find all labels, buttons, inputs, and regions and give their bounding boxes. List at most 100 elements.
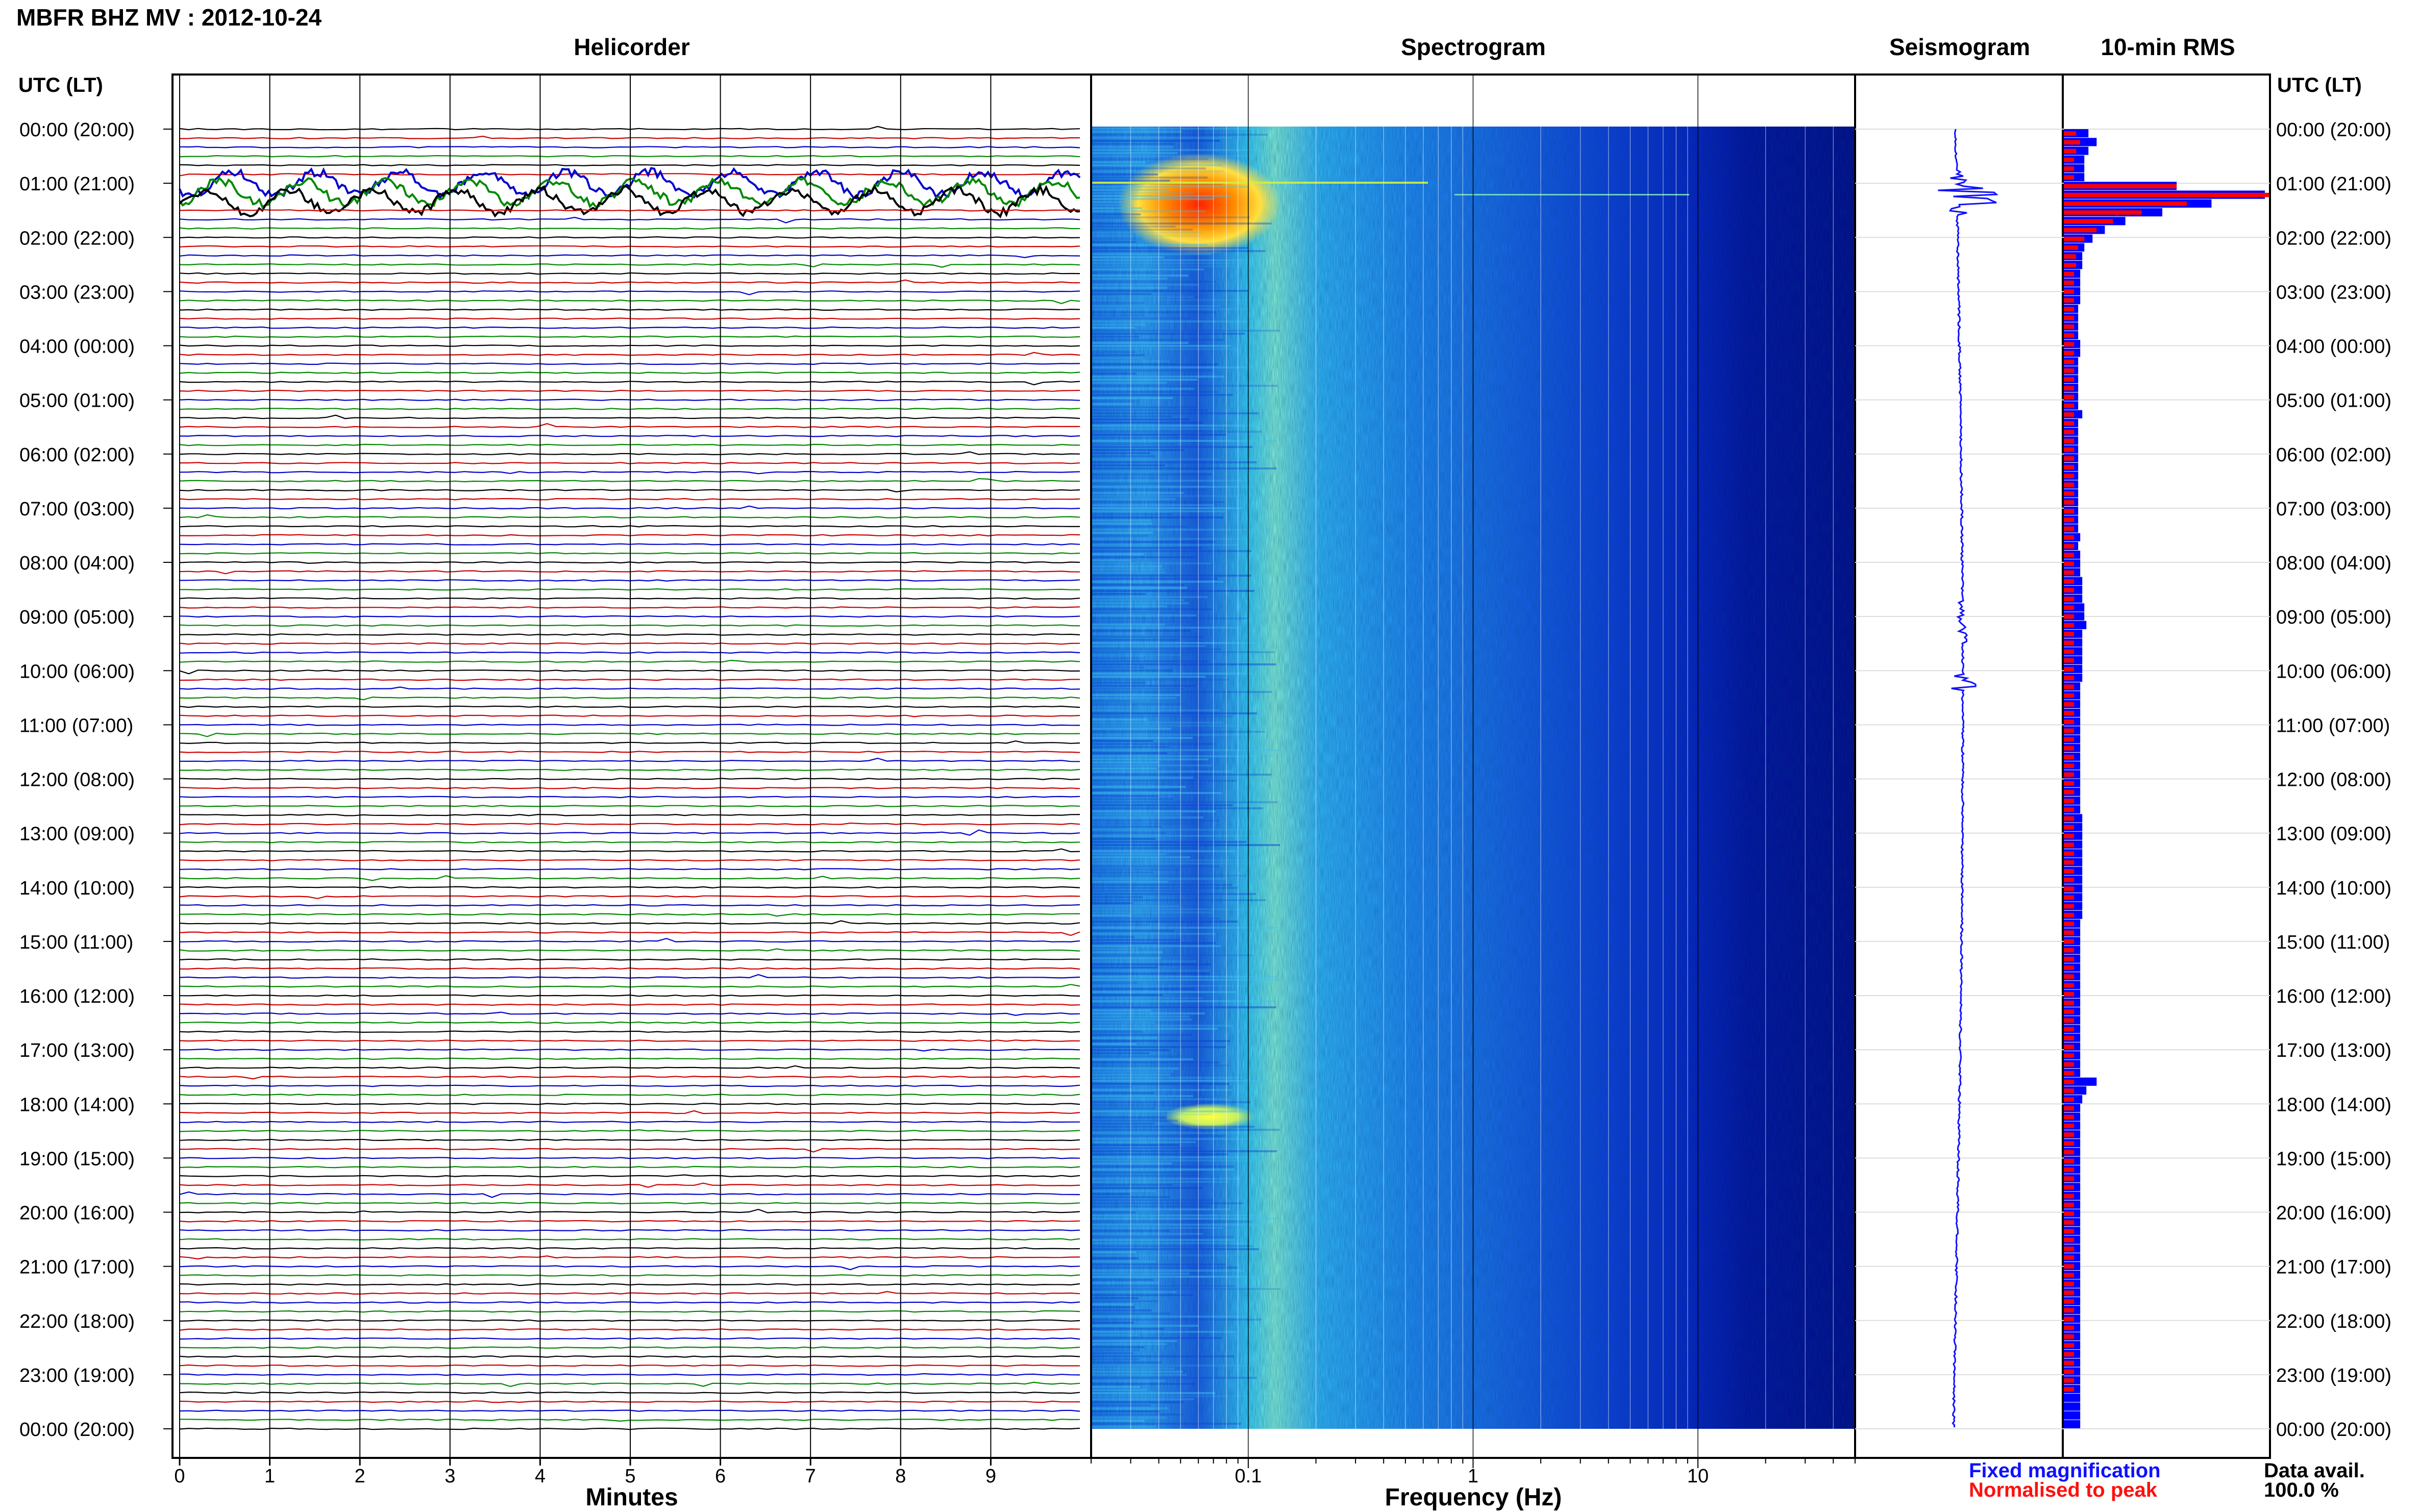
rms-bar-normalised <box>2064 421 2075 426</box>
frequency-tick-label: 1 <box>1468 1466 1478 1487</box>
rms-bar-normalised <box>2064 640 2075 646</box>
rms-bar-normalised <box>2064 1317 2075 1322</box>
rms-bar-normalised <box>2064 245 2079 250</box>
time-tick-label-left: 01:00 (21:00) <box>19 173 135 195</box>
time-tick-label-right: 20:00 (16:00) <box>2276 1203 2391 1224</box>
rms-bar-normalised <box>2064 799 2075 803</box>
minute-tick-label: 7 <box>805 1466 816 1487</box>
rms-bar-normalised <box>2064 271 2075 277</box>
rms-bar-normalised <box>2064 755 2075 759</box>
rms-bar-normalised <box>2064 561 2075 566</box>
rms-bar-normalised <box>2064 192 2269 197</box>
rms-bar-normalised <box>2064 737 2075 742</box>
panel-gridlines <box>1855 129 2270 1429</box>
time-tick-label-left: 00:00 (20:00) <box>19 1419 135 1441</box>
rms-bar-normalised <box>2064 816 2075 821</box>
rms-bar-normalised <box>2064 456 2075 461</box>
rms-bar-normalised <box>2064 851 2075 856</box>
rms-bar-normalised <box>2064 658 2075 663</box>
rms-bar-normalised <box>2064 790 2075 795</box>
rms-bar-normalised <box>2064 315 2075 320</box>
rms-bar-normalised <box>2064 1027 2075 1032</box>
rms-bar-normalised <box>2064 930 2075 935</box>
rms-bar-normalised <box>2064 1114 2075 1120</box>
time-tick-label-right: 00:00 (20:00) <box>2276 1419 2391 1441</box>
rms-bar-normalised <box>2064 412 2075 417</box>
rms-bar-normalised <box>2064 280 2075 285</box>
rms-bar-normalised <box>2064 544 2075 549</box>
rms-bar-normalised <box>2064 1220 2075 1225</box>
rms-bar-normalised <box>2064 834 2075 838</box>
rms-bar-normalised <box>2064 1018 2075 1023</box>
rms-bar-normalised <box>2064 1273 2075 1278</box>
rms-bar-normalised <box>2064 1035 2075 1040</box>
time-tick-label-right: 23:00 (19:00) <box>2276 1365 2391 1386</box>
rms-bar-normalised <box>2064 184 2177 189</box>
rms-bar-normalised <box>2064 1308 2075 1312</box>
time-tick-label-right: 09:00 (05:00) <box>2276 607 2391 628</box>
rms-bar-normalised <box>2064 649 2075 654</box>
rms-bar-normalised <box>2064 474 2075 479</box>
time-tick-label-left: 08:00 (04:00) <box>19 553 135 574</box>
rms-bar-normalised <box>2064 992 2075 997</box>
frequency-tick-label: 10 <box>1687 1466 1709 1487</box>
rms-bar-normalised <box>2064 711 2075 715</box>
rms-bar-normalised <box>2064 553 2075 557</box>
rms-bar-normalised <box>2064 1343 2075 1348</box>
time-tick-label-left: 12:00 (08:00) <box>19 770 135 791</box>
rms-bar-normalised <box>2064 825 2075 830</box>
minute-tick-label: 2 <box>355 1466 365 1487</box>
rms-bar-normalised <box>2064 1202 2075 1207</box>
rms-bars <box>2064 129 2269 1428</box>
rms-bar-normalised <box>2064 579 2075 584</box>
helicorder-title: Helicorder <box>574 34 690 60</box>
time-tick-label-right: 05:00 (01:00) <box>2276 390 2391 412</box>
time-tick-label-right: 21:00 (17:00) <box>2276 1257 2391 1278</box>
time-tick-label-right: 11:00 (07:00) <box>2276 715 2390 736</box>
rms-bar-normalised <box>2064 886 2075 891</box>
rms-bar-normalised <box>2064 1334 2075 1339</box>
minute-tick-label: 4 <box>535 1466 546 1487</box>
rms-bar-normalised <box>2064 965 2075 970</box>
rms-bar-normalised <box>2064 298 2075 303</box>
rms-bar-normalised <box>2064 1352 2075 1357</box>
rms-bar-normalised <box>2064 939 2075 944</box>
rms-bar-normalised <box>2064 922 2075 926</box>
time-tick-label-right: 08:00 (04:00) <box>2276 553 2391 574</box>
time-tick-label-right: 07:00 (03:00) <box>2276 499 2391 520</box>
rms-bar-normalised <box>2064 1325 2075 1330</box>
rms-bar-normalised <box>2064 614 2075 619</box>
time-tick-label-left: 07:00 (03:00) <box>19 499 135 520</box>
rms-bar-normalised <box>2064 324 2075 329</box>
rms-bar-normalised <box>2064 131 2077 136</box>
rms-bar-fixed <box>2064 1394 2081 1402</box>
rms-bar-normalised <box>2064 1132 2075 1137</box>
rms-bar-normalised <box>2064 1123 2075 1128</box>
rms-bar-normalised <box>2064 570 2075 575</box>
rms-bar-normalised <box>2064 842 2075 847</box>
rms-bar-normalised <box>2064 1237 2075 1243</box>
rms-bar-normalised <box>2064 983 2075 988</box>
rms-bar-normalised <box>2064 1062 2075 1067</box>
time-tick-label-left: 03:00 (23:00) <box>19 282 135 303</box>
minute-tick-label: 6 <box>715 1466 726 1487</box>
rms-bar-normalised <box>2064 403 2075 408</box>
time-tick-label-right: 14:00 (10:00) <box>2276 878 2391 899</box>
rms-bar-normalised <box>2064 254 2077 259</box>
rms-bar-normalised <box>2064 377 2075 382</box>
rms-bar-normalised <box>2064 904 2075 909</box>
time-tick-label-left: 14:00 (10:00) <box>19 878 135 899</box>
time-tick-label-left: 21:00 (17:00) <box>19 1257 135 1278</box>
rms-bar-normalised <box>2064 386 2075 390</box>
rms-bar-normalised <box>2064 535 2075 540</box>
minute-tick-label: 8 <box>895 1466 906 1487</box>
rms-bar-fixed <box>2064 1411 2081 1420</box>
rms-bar-normalised <box>2064 140 2081 145</box>
minute-tick-label: 1 <box>264 1466 275 1487</box>
time-tick-label-left: 09:00 (05:00) <box>19 607 135 628</box>
rms-bar-normalised <box>2064 763 2075 768</box>
rms-bar-normalised <box>2064 1185 2075 1190</box>
rms-bar-normalised <box>2064 368 2075 373</box>
rms-bar-normalised <box>2064 1053 2075 1058</box>
rms-bar-normalised <box>2064 632 2075 636</box>
